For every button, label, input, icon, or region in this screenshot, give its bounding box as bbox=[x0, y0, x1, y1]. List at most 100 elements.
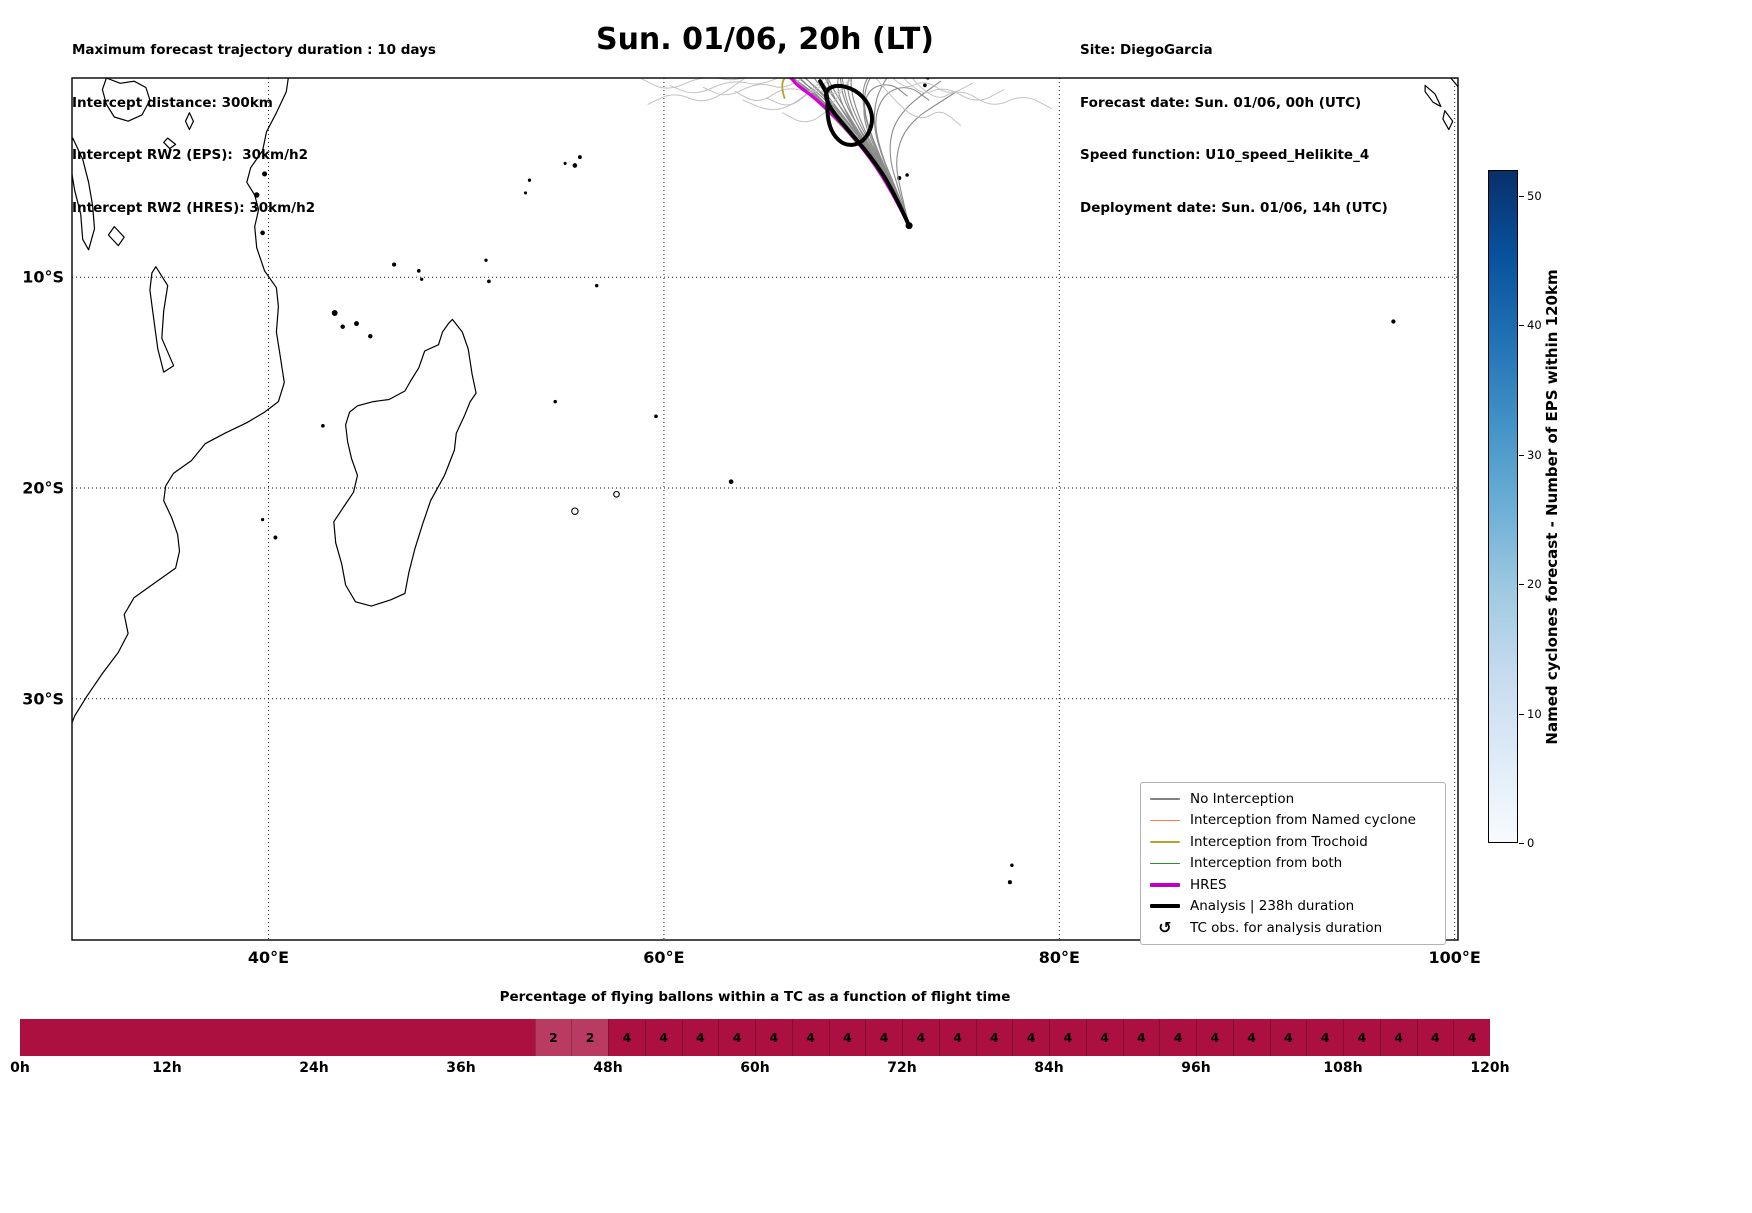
timebar-segment: 4 bbox=[644, 1019, 682, 1056]
timebar-segment-value: 4 bbox=[622, 1030, 632, 1045]
map-border bbox=[71, 77, 1459, 941]
timebar-segment-value: 4 bbox=[1100, 1030, 1109, 1045]
no_interception_faded-trajectory bbox=[742, 78, 826, 111]
colorbar-tick bbox=[1519, 195, 1524, 197]
coastline-shape bbox=[1442, 110, 1454, 131]
map-clip-group bbox=[72, 78, 1458, 940]
legend-item-label: HRES bbox=[1190, 876, 1227, 893]
island bbox=[577, 155, 582, 160]
no_interception_eps-trajectory bbox=[896, 91, 958, 227]
site-text: Site: DiegoGarcia bbox=[1080, 42, 1213, 58]
island bbox=[262, 171, 268, 177]
timebar-segment: 4 bbox=[755, 1019, 792, 1056]
island bbox=[527, 178, 532, 182]
xtick-label: 40°E bbox=[247, 948, 290, 967]
colorbar-tick bbox=[1519, 843, 1524, 844]
colorbar-tick-value: 50 bbox=[1527, 188, 1542, 203]
legend-line-sample bbox=[1150, 882, 1180, 887]
timebar-title: Percentage of flying ballons within a TC… bbox=[499, 989, 1011, 1005]
timebar-tick-label: 72h bbox=[887, 1060, 917, 1076]
timebar-tick-label: 60h bbox=[740, 1060, 770, 1076]
no_interception_faded-trajectory bbox=[782, 78, 851, 123]
timebar-segment: 4 bbox=[1049, 1019, 1086, 1056]
timebar-segment-value: 4 bbox=[1284, 1030, 1293, 1045]
intercept-rw2-hres-text: Intercept RW2 (HRES): 30km/h2 bbox=[72, 199, 316, 216]
coastline-shape bbox=[72, 137, 96, 251]
header-right-block: Site: DiegoGarcia Forecast date: Sun. 01… bbox=[1080, 7, 1388, 252]
island bbox=[260, 517, 265, 522]
island bbox=[260, 230, 265, 236]
island bbox=[331, 310, 338, 316]
legend-line-sample bbox=[1150, 819, 1180, 821]
timebar-segment-value: 2 bbox=[549, 1030, 558, 1045]
timebar-tick-label: 0h bbox=[10, 1060, 30, 1076]
timebar-segment: 4 bbox=[938, 1019, 976, 1056]
colorbar-gradient bbox=[1488, 170, 1518, 843]
island bbox=[321, 423, 325, 428]
timebar-segment-value: 4 bbox=[696, 1030, 705, 1045]
legend-line-sample bbox=[1150, 862, 1180, 864]
analysis-trajectory bbox=[818, 79, 912, 228]
ytick-label: 30°S bbox=[22, 689, 64, 709]
island bbox=[354, 321, 359, 327]
launch-site-marker bbox=[905, 222, 913, 230]
timebar-tick-label: 84h bbox=[1034, 1060, 1064, 1076]
island bbox=[487, 279, 491, 284]
legend-item: Interception from both bbox=[1150, 853, 1436, 875]
xtick-label: 80°E bbox=[1038, 948, 1080, 967]
legend-line-sample bbox=[1150, 841, 1180, 843]
timebar-segment: 4 bbox=[828, 1019, 866, 1056]
timebar-segment-value: 4 bbox=[659, 1030, 668, 1045]
timebar-segment-value: 4 bbox=[1210, 1030, 1220, 1045]
no_interception_faded-trajectory bbox=[734, 78, 831, 102]
timebar-segment: 4 bbox=[975, 1019, 1013, 1056]
no_interception_eps-trajectory bbox=[875, 87, 930, 227]
coastline-shape bbox=[333, 318, 477, 607]
timebar-segment-value: 4 bbox=[953, 1030, 962, 1045]
coastline-shape bbox=[163, 137, 177, 150]
no_interception_faded-trajectory bbox=[875, 78, 961, 126]
legend-item: Analysis | 238h duration bbox=[1150, 896, 1436, 918]
no_interception_eps-trajectory bbox=[889, 80, 942, 227]
legend-line-sample bbox=[1150, 904, 1180, 909]
legend-item-label: Interception from both bbox=[1190, 855, 1343, 872]
timebar-segment-value: 4 bbox=[1247, 1030, 1256, 1045]
island bbox=[923, 83, 927, 88]
timebar-segment-value: 4 bbox=[1137, 1030, 1146, 1045]
island bbox=[523, 191, 528, 195]
timebar-tick-label: 12h bbox=[152, 1060, 182, 1076]
no_interception_faded-trajectory bbox=[911, 78, 1052, 110]
island bbox=[571, 507, 579, 515]
timebar-segment: 4 bbox=[1159, 1019, 1196, 1056]
legend-line-sample bbox=[1150, 798, 1180, 800]
ytick-label: 10°S bbox=[22, 267, 64, 287]
timebar-segment-value: 4 bbox=[1394, 1030, 1403, 1045]
timebar-segment: 4 bbox=[791, 1019, 829, 1056]
colorbar-label: Named cyclones forecast - Number of EPS … bbox=[1543, 269, 1561, 745]
intercept-rw2-eps-text: Intercept RW2 (EPS): 30km/h2 bbox=[72, 147, 308, 163]
timebar-segment: 4 bbox=[902, 1019, 939, 1056]
header-left-block: Maximum forecast trajectory duration : 1… bbox=[72, 7, 436, 252]
island bbox=[654, 414, 658, 419]
island bbox=[273, 535, 278, 540]
tc-obs-rotation-icon: ↺ bbox=[1150, 919, 1180, 936]
timebar-segment: 4 bbox=[1122, 1019, 1160, 1056]
no_interception_faded-trajectory bbox=[703, 78, 804, 96]
legend-item: ↺ TC obs. for analysis duration bbox=[1150, 917, 1436, 939]
island bbox=[1010, 863, 1014, 868]
timebar-segment-value: 4 bbox=[916, 1030, 926, 1045]
colorbar-tick-value: 40 bbox=[1527, 318, 1542, 333]
island bbox=[905, 173, 909, 177]
legend-item: No Interception bbox=[1150, 788, 1436, 810]
legend-item: Interception from Named cyclone bbox=[1150, 810, 1436, 832]
colorbar-tick bbox=[1519, 584, 1524, 586]
island bbox=[594, 283, 599, 288]
colorbar-tick-value: 30 bbox=[1527, 447, 1542, 462]
legend-line-sample bbox=[1150, 882, 1180, 887]
no_interception_faded-trajectory bbox=[766, 78, 853, 106]
legend-line-sample bbox=[1150, 798, 1180, 800]
timebar-segment: 4 bbox=[718, 1019, 755, 1056]
colorbar-tick-value: 20 bbox=[1527, 577, 1542, 592]
timebar-segment-value: 4 bbox=[1320, 1030, 1330, 1045]
